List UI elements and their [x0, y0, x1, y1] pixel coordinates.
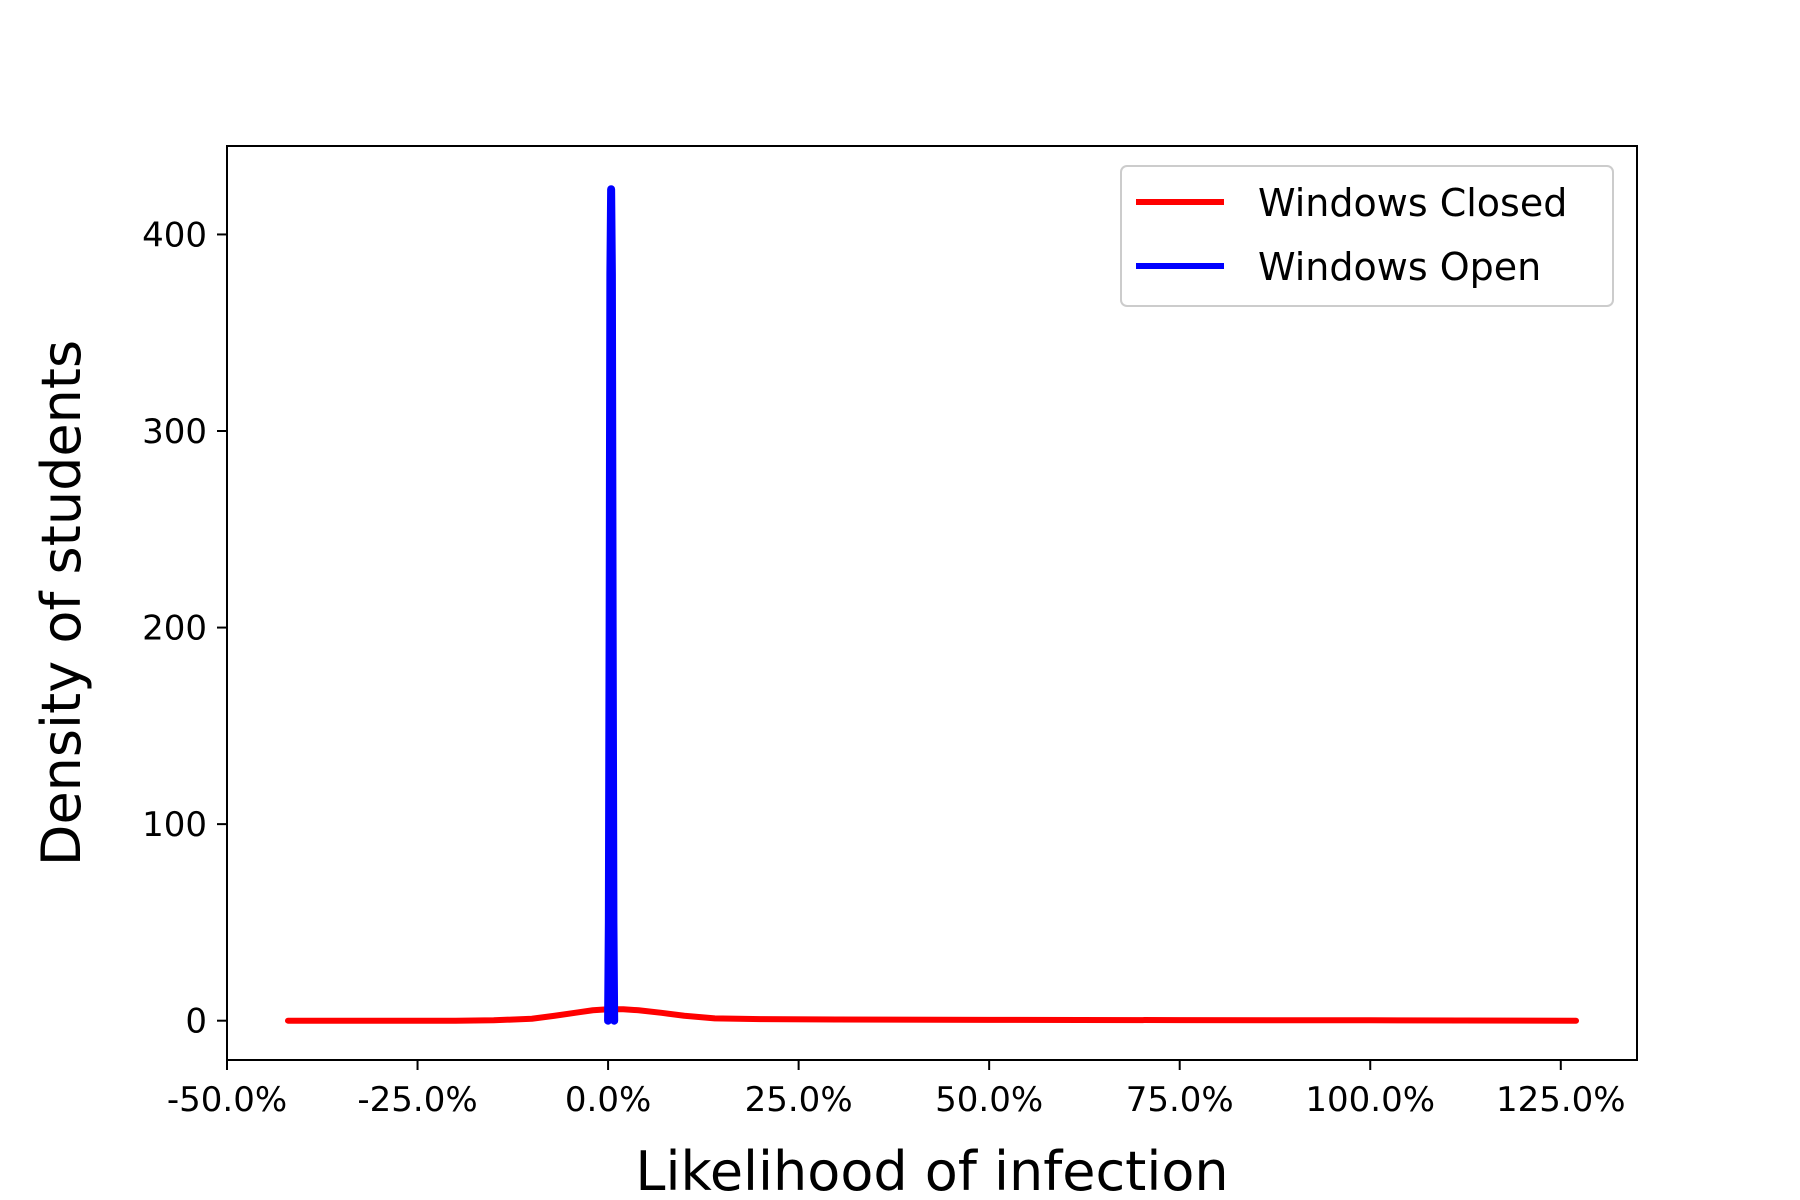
legend: Windows Closed Windows Open: [1120, 165, 1614, 307]
y-tick-label: 200: [142, 609, 207, 649]
y-tick-label: 0: [185, 1002, 207, 1042]
series-line-windows-closed: [284, 1006, 1580, 1024]
y-axis-ticks: 0 100 200 300 400: [142, 215, 227, 1042]
x-tick-label: 125.0%: [1496, 1080, 1626, 1120]
series-line-windows-open: [604, 185, 619, 1025]
x-tick-label: 25.0%: [745, 1080, 853, 1120]
y-tick-label: 300: [142, 412, 207, 452]
x-axis-label: Likelihood of infection: [635, 1140, 1228, 1200]
plot-frame: [226, 145, 1638, 1061]
legend-entry-label: Windows Closed: [1258, 181, 1567, 225]
x-tick-label: -50.0%: [167, 1080, 287, 1120]
x-axis-ticks: -50.0% -25.0% 0.0% 25.0% 50.0% 75.0% 100.0% 125…: [167, 1060, 1626, 1120]
y-tick-label: 100: [142, 805, 207, 845]
x-tick-label: -25.0%: [357, 1080, 477, 1120]
x-tick-label: 0.0%: [565, 1080, 651, 1120]
x-tick-label: 75.0%: [1126, 1080, 1234, 1120]
x-tick-label: 50.0%: [935, 1080, 1043, 1120]
y-axis-label: Density of students: [30, 340, 93, 866]
legend-box: [1120, 165, 1614, 307]
series-layer: [284, 185, 1580, 1025]
x-tick-label: 100.0%: [1305, 1080, 1435, 1120]
y-tick-label: 400: [142, 215, 207, 255]
legend-entry-label: Windows Open: [1258, 245, 1541, 289]
